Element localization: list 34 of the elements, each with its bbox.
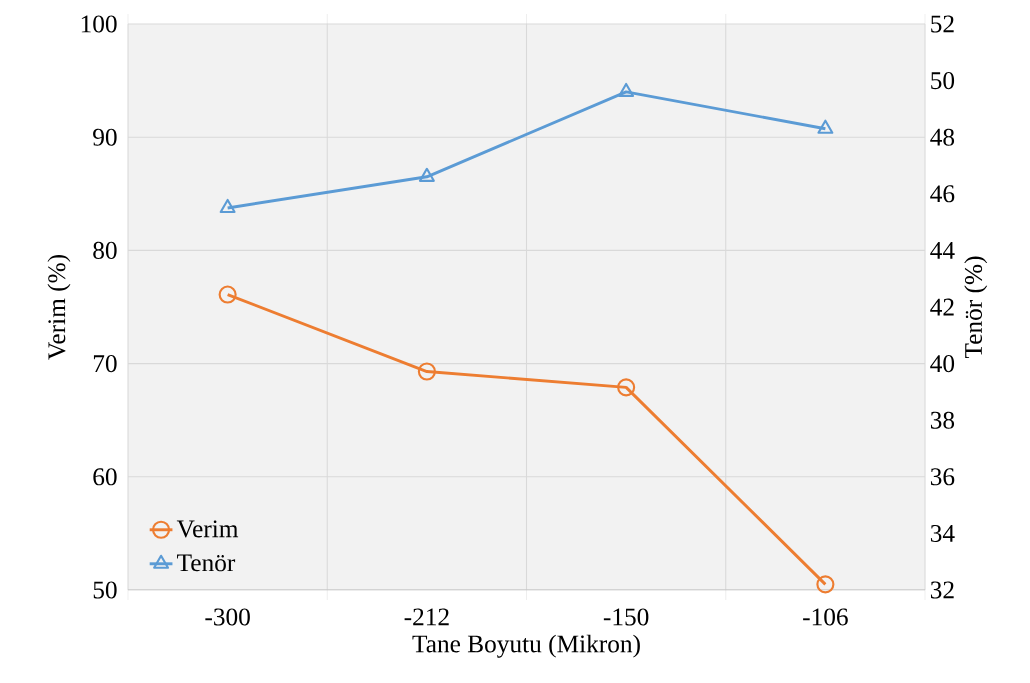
y2-tick-label: 32 bbox=[930, 581, 954, 599]
y2-tick-label: 52 bbox=[931, 15, 954, 33]
x-tick-label: -150 bbox=[603, 608, 649, 626]
legend-label: Tenör bbox=[177, 554, 236, 572]
y2-tick-label: 48 bbox=[930, 128, 955, 146]
y-tick-label: 100 bbox=[81, 15, 117, 33]
y-axis-title: Verim (%) bbox=[47, 255, 71, 360]
x-tick-label: -212 bbox=[404, 608, 449, 626]
y2-tick-label: 36 bbox=[930, 468, 955, 486]
y-tick-label: 60 bbox=[93, 468, 117, 486]
y2-tick-label: 40 bbox=[930, 355, 955, 373]
y2-tick-label: 42 bbox=[930, 298, 954, 316]
legend-label: Verim bbox=[176, 520, 239, 538]
y2-tick-label: 34 bbox=[930, 524, 955, 542]
y-tick-label: 90 bbox=[93, 128, 117, 146]
point bbox=[817, 119, 834, 134]
y-tick-label: 80 bbox=[93, 241, 117, 259]
y2-tick-label: 44 bbox=[930, 242, 955, 259]
x-axis-title: Tane Boyutu (Mikron) bbox=[412, 634, 640, 658]
x-tick-label: -106 bbox=[803, 608, 848, 626]
y-tick-label: 50 bbox=[93, 581, 117, 599]
y2-tick-label: 46 bbox=[930, 185, 955, 203]
y-tick-label: 70 bbox=[93, 355, 117, 373]
x-tick-label: -300 bbox=[205, 608, 250, 626]
point bbox=[618, 82, 635, 97]
point bbox=[418, 167, 435, 182]
point bbox=[816, 575, 835, 594]
point bbox=[417, 362, 436, 381]
point bbox=[218, 285, 237, 304]
y2-tick-label: 50 bbox=[931, 72, 955, 90]
y2-tick-label: 38 bbox=[930, 411, 955, 429]
y2-axis-title: Tenör (%) bbox=[964, 256, 988, 359]
point bbox=[219, 198, 236, 214]
point bbox=[617, 378, 636, 397]
